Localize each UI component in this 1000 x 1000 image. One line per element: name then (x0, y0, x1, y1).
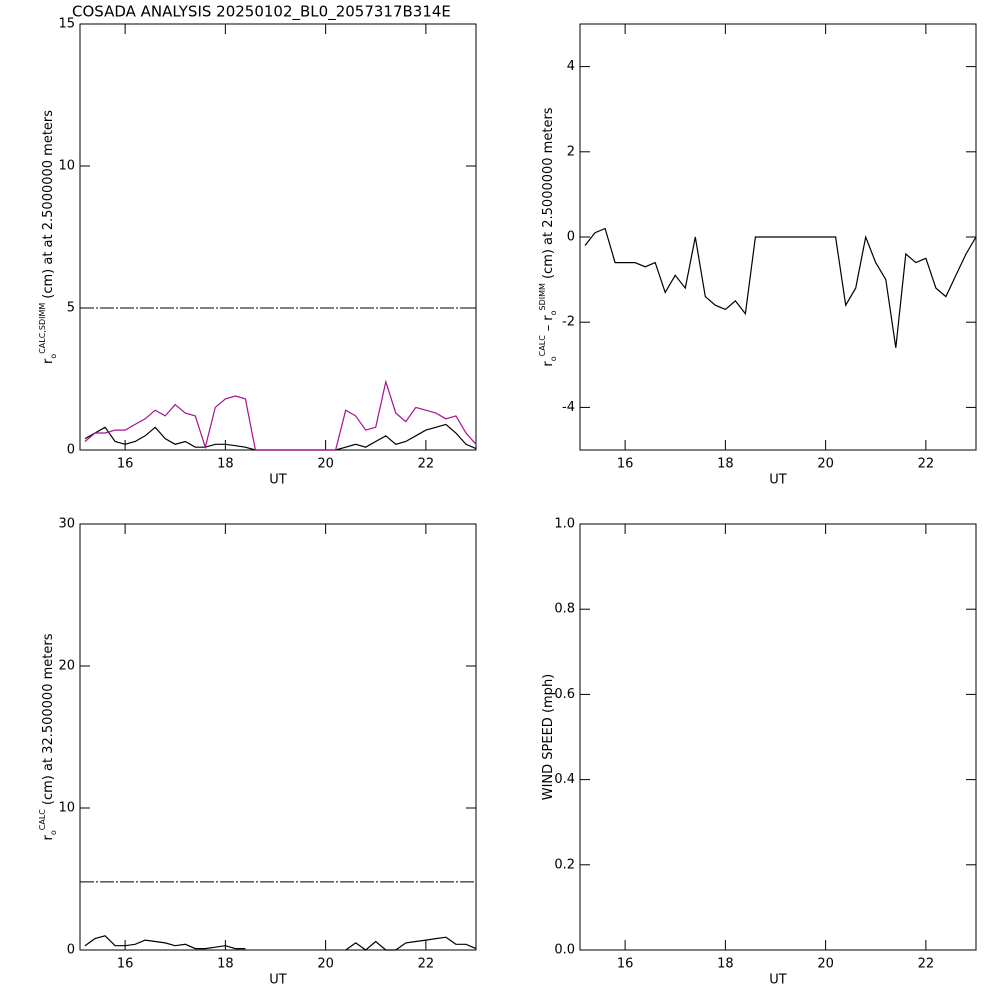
y-tick-label: 5 (67, 301, 75, 316)
y-tick-label: 15 (58, 17, 75, 32)
y-tick-label: 0.6 (554, 687, 575, 702)
y-label-part: o (49, 830, 58, 835)
y-label-part: CALC (38, 809, 47, 831)
y-label-part: (cm) at at 2.5000000 meters (41, 110, 56, 299)
y-label-part: WIND SPEED (mph) (541, 674, 556, 801)
y-label-part: – (541, 325, 556, 332)
y-tick-label: 0.0 (554, 943, 575, 958)
y-tick-label: 0 (67, 943, 75, 958)
y-label-part: r (41, 358, 56, 364)
y-tick-label: 30 (58, 517, 75, 532)
chart-title: COSADA ANALYSIS 20250102_BL0_2057317B314… (72, 3, 451, 22)
y-tick-label: -2 (562, 315, 575, 330)
y-label-part: SDIMM (538, 283, 547, 311)
x-axis-label: UT (269, 473, 287, 488)
y-tick-label: -4 (562, 400, 575, 415)
x-tick-label: 16 (617, 957, 634, 972)
y-label-part: (cm) at 32.500000 meters (41, 633, 56, 805)
plot-frame (79, 23, 477, 451)
y-label-part: CALC (538, 335, 547, 357)
x-tick-label: 22 (418, 957, 435, 972)
y-axis-label: roCALC (cm) at 32.500000 meters (38, 633, 58, 840)
x-tick-label: 16 (117, 457, 134, 472)
x-tick-label: 18 (717, 457, 734, 472)
x-axis-label: UT (769, 473, 787, 488)
x-tick-label: 22 (918, 457, 935, 472)
y-tick-label: 0 (567, 230, 575, 245)
y-label-part: r (541, 315, 556, 321)
x-tick-label: 18 (217, 957, 234, 972)
y-axis-label: roCALC–roSDIMM(cm) at 2.5000000 meters (538, 107, 558, 366)
y-axis-label: WIND SPEED (mph) (541, 674, 556, 801)
y-label-part: o (549, 356, 558, 361)
x-tick-label: 22 (418, 457, 435, 472)
y-axis-label: roCALC,SDIMM (cm) at at 2.5000000 meters (38, 110, 58, 364)
data-line (84, 935, 477, 951)
plot-frame (79, 523, 477, 951)
data-line (84, 423, 477, 451)
plot-frame (579, 523, 977, 951)
y-label-part: r (541, 361, 556, 367)
y-label-part: o (49, 354, 58, 359)
y-tick-label: 10 (58, 801, 75, 816)
x-tick-label: 20 (317, 957, 334, 972)
x-axis-label: UT (769, 973, 787, 988)
y-tick-label: 1.0 (554, 517, 575, 532)
y-label-part: CALC,SDIMM (38, 303, 47, 354)
x-tick-label: 18 (217, 457, 234, 472)
x-tick-label: 16 (117, 957, 134, 972)
y-tick-label: 0.8 (554, 602, 575, 617)
y-tick-label: 0 (67, 443, 75, 458)
x-tick-label: 22 (918, 957, 935, 972)
y-tick-label: 10 (58, 159, 75, 174)
data-line (584, 227, 977, 348)
x-tick-label: 18 (717, 957, 734, 972)
y-label-part: o (549, 310, 558, 315)
y-tick-label: 0.4 (554, 772, 575, 787)
x-axis-label: UT (269, 973, 287, 988)
y-tick-label: 20 (58, 659, 75, 674)
x-tick-label: 20 (317, 457, 334, 472)
x-tick-label: 20 (817, 957, 834, 972)
y-tick-label: 4 (567, 59, 575, 74)
y-tick-label: 2 (567, 144, 575, 159)
x-tick-label: 16 (617, 457, 634, 472)
data-line (84, 379, 477, 451)
x-tick-label: 20 (817, 457, 834, 472)
y-label-part: (cm) at 2.5000000 meters (541, 107, 556, 279)
y-tick-label: 0.2 (554, 857, 575, 872)
y-label-part: r (41, 834, 56, 840)
